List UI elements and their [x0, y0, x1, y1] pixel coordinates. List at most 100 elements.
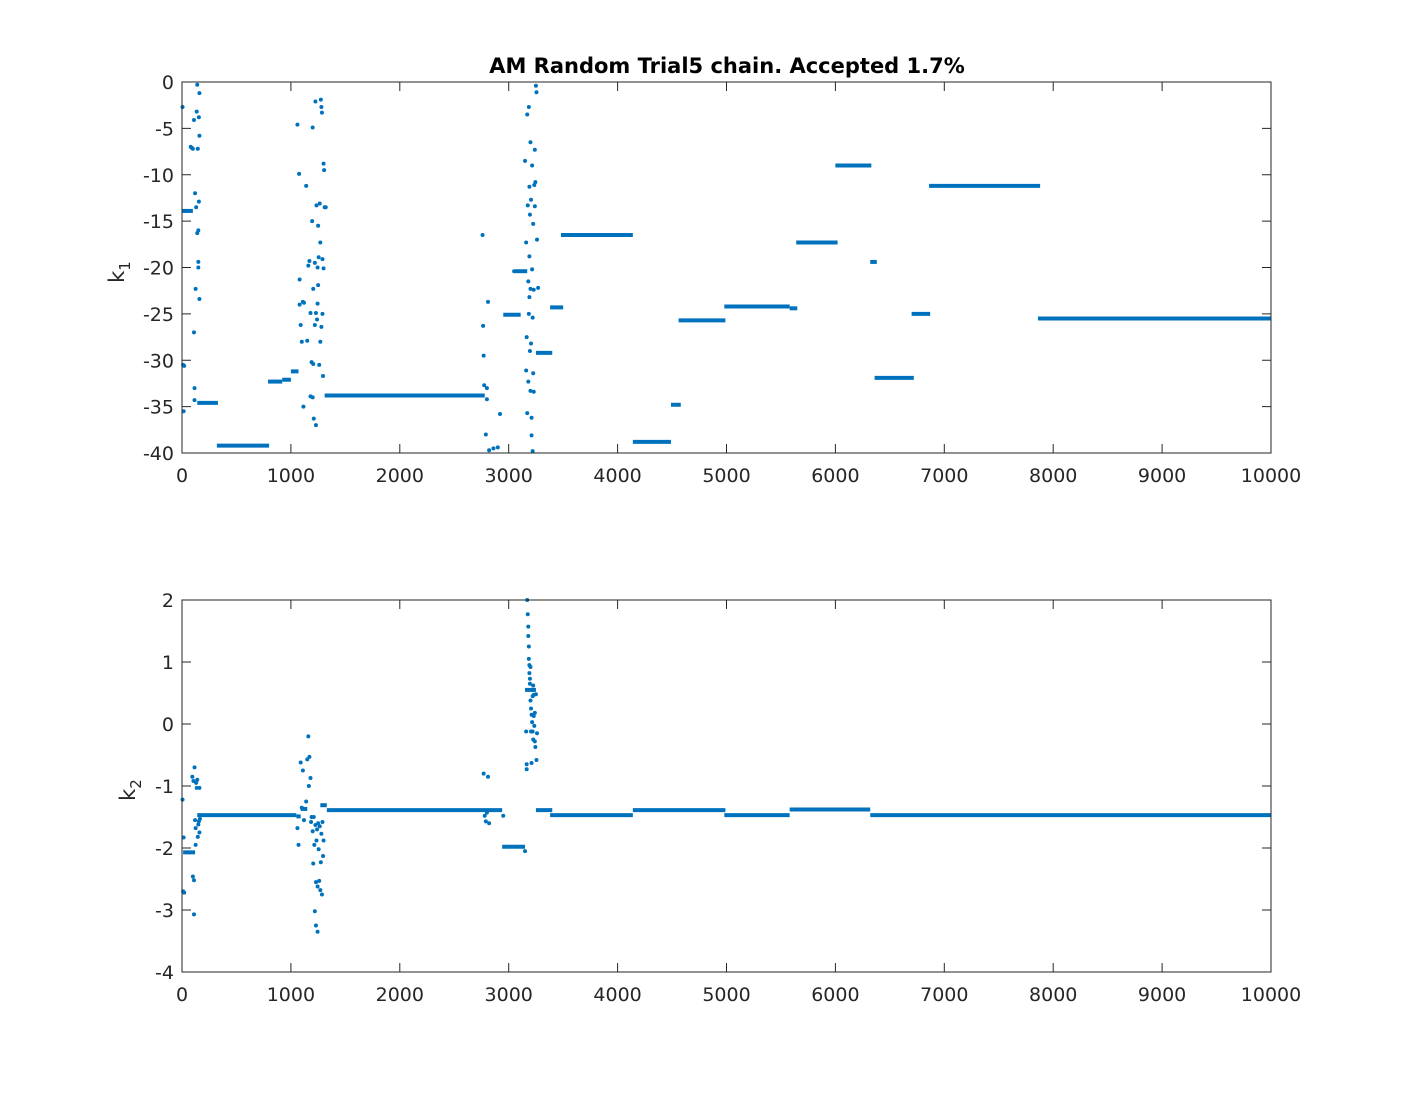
top-data-point-117: [531, 287, 536, 292]
bottom-data-point-72: [526, 644, 531, 649]
top-data-point-53: [315, 301, 320, 306]
top-data-point-90: [523, 158, 528, 163]
bottom-data-point-5: [190, 774, 195, 779]
top-data-point-92: [524, 368, 529, 373]
top-data-point-31: [298, 323, 303, 328]
top-data-point-34: [301, 404, 306, 409]
top-x-tick-label-10: 10000: [1241, 465, 1301, 487]
top-data-point-56: [316, 255, 321, 260]
bottom-data-point-11: [193, 818, 198, 823]
bottom-data-point-24: [296, 842, 301, 847]
top-data-point-60: [318, 97, 323, 102]
bottom-y-axis-label-main: k: [116, 788, 140, 801]
bottom-data-point-26: [299, 805, 304, 810]
top-data-point-87: [495, 445, 500, 450]
top-data-point-2: [181, 409, 186, 414]
bottom-data-point-3: [182, 890, 187, 895]
top-y-tick-label-6: -30: [143, 350, 174, 372]
bottom-data-point-84: [530, 687, 535, 692]
top-data-point-89: [512, 269, 517, 274]
bottom-data-point-0: [180, 797, 185, 802]
top-data-point-14: [195, 82, 200, 87]
bottom-data-point-58: [321, 854, 326, 859]
bottom-data-point-33: [307, 754, 312, 759]
top-data-point-62: [319, 324, 324, 329]
bottom-data-point-17: [195, 834, 200, 839]
top-data-point-105: [528, 140, 533, 145]
top-data-point-121: [533, 180, 538, 185]
top-y-tick-label-8: -40: [143, 443, 174, 465]
bottom-data-point-6: [190, 874, 195, 879]
top-data-point-66: [321, 374, 326, 379]
bottom-data-point-16: [195, 777, 200, 782]
bottom-data-point-88: [531, 683, 536, 688]
svg-text:k1: k1: [105, 261, 134, 283]
top-data-point-122: [533, 83, 538, 88]
bottom-data-point-63: [484, 810, 489, 815]
bottom-data-point-21: [197, 785, 202, 790]
top-data-point-99: [526, 105, 531, 110]
bottom-data-point-71: [526, 633, 531, 638]
top-data-point-120: [532, 147, 537, 152]
bottom-y-tick-label-3: -1: [155, 776, 174, 798]
top-data-point-8: [191, 118, 196, 123]
top-data-point-7: [190, 146, 195, 151]
top-data-point-22: [197, 133, 202, 138]
top-data-point-108: [529, 197, 534, 202]
bottom-data-point-64: [486, 774, 491, 779]
top-data-point-102: [527, 295, 532, 300]
top-data-point-26: [192, 398, 197, 403]
top-data-point-85: [487, 448, 492, 453]
bottom-data-point-51: [317, 878, 322, 883]
top-data-point-10: [193, 191, 198, 196]
bottom-x-tick-label-2: 2000: [376, 984, 424, 1006]
top-data-point-30: [297, 302, 302, 307]
top-data-point-72: [308, 394, 313, 399]
bottom-data-point-86: [530, 729, 535, 734]
top-data-point-54: [315, 265, 320, 270]
bottom-x-tick-label-0: 0: [176, 984, 188, 1006]
bottom-data-point-44: [313, 880, 318, 885]
bottom-x-tick-label-4: 4000: [593, 984, 641, 1006]
top-data-point-55: [316, 223, 321, 228]
top-data-point-57: [317, 362, 322, 367]
bottom-y-tick-label-2: 0: [162, 714, 174, 736]
top-data-point-88: [497, 412, 502, 417]
bottom-data-point-73: [526, 656, 531, 661]
top-data-point-127: [529, 341, 534, 346]
top-data-point-97: [526, 279, 531, 284]
bottom-data-point-34: [308, 775, 313, 780]
bottom-data-point-54: [318, 860, 323, 865]
bottom-data-point-27: [300, 768, 305, 773]
top-data-point-50: [313, 423, 318, 428]
top-data-point-114: [530, 449, 535, 454]
top-data-point-67: [321, 161, 326, 166]
top-data-point-37: [305, 338, 310, 343]
bottom-data-point-78: [528, 664, 533, 669]
top-data-point-101: [527, 184, 532, 189]
top-data-point-25: [191, 330, 196, 335]
top-data-point-78: [481, 323, 486, 328]
bottom-data-point-76: [527, 681, 532, 686]
bottom-data-point-94: [532, 710, 537, 715]
bottom-data-point-10: [192, 765, 197, 770]
top-data-point-124: [535, 237, 540, 242]
top-data-point-106: [528, 286, 533, 291]
bottom-data-point-38: [311, 861, 316, 866]
bottom-data-point-67: [523, 849, 528, 854]
top-data-point-16: [195, 146, 200, 151]
bottom-data-point-80: [529, 706, 534, 711]
top-data-point-47: [312, 323, 317, 328]
top-x-tick-label-4: 4000: [593, 465, 641, 487]
top-data-point-18: [196, 259, 201, 264]
top-data-point-73: [312, 260, 317, 265]
bottom-data-point-2: [181, 835, 186, 840]
top-x-tick-label-9: 9000: [1138, 465, 1186, 487]
top-data-point-81: [483, 432, 488, 437]
top-data-point-63: [319, 110, 324, 115]
bottom-data-point-31: [306, 734, 311, 739]
top-data-point-119: [532, 204, 537, 209]
top-data-point-13: [194, 109, 199, 114]
top-y-axis-label-main: k: [105, 270, 129, 283]
